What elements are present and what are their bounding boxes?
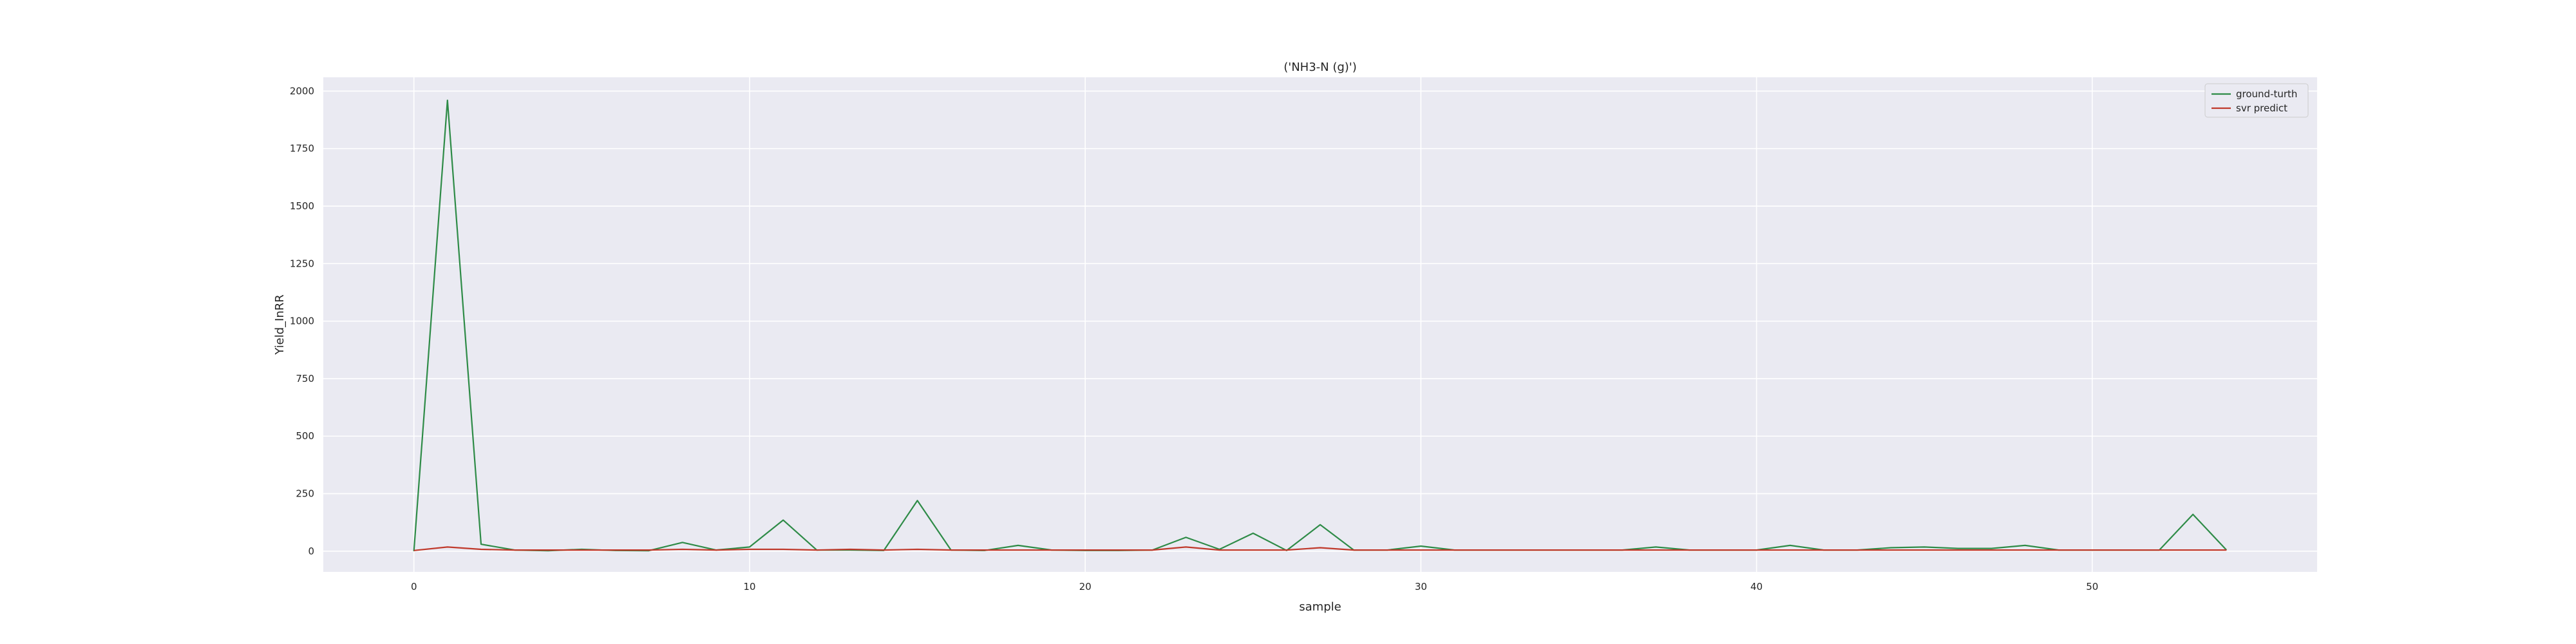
- x-tick-label: 40: [1750, 581, 1763, 592]
- x-tick-label: 10: [743, 581, 755, 592]
- y-tick-label: 0: [308, 545, 314, 557]
- y-tick-label: 1250: [290, 258, 314, 269]
- x-tick-label: 0: [411, 581, 417, 592]
- y-axis-ticks: 0 250 500 750 1000 1250 1500 1750 2000: [290, 85, 314, 556]
- legend: ground-turth svr predict: [2204, 83, 2309, 118]
- x-tick-label: 30: [1415, 581, 1427, 592]
- y-tick-label: 750: [296, 373, 314, 384]
- y-tick-label: 250: [296, 488, 314, 500]
- x-axis-ticks: 0 10 20 30 40 50: [411, 581, 2098, 592]
- y-tick-label: 2000: [290, 85, 314, 97]
- y-tick-label: 1750: [290, 143, 314, 155]
- legend-label-2: svr predict: [2236, 102, 2287, 114]
- legend-label-1: ground-turth: [2236, 88, 2297, 100]
- y-axis-label: Yield_InRR: [273, 294, 287, 355]
- series-layer: [413, 99, 2228, 552]
- y-tick-label: 1000: [290, 316, 314, 327]
- y-tick-label: 1500: [290, 200, 314, 212]
- plot-area: [323, 77, 2317, 572]
- chart-title: ('NH3-N (g)'): [1283, 61, 1357, 74]
- y-tick-label: 500: [296, 430, 314, 442]
- series-line-2: [413, 546, 2227, 551]
- grid: [323, 77, 2317, 572]
- x-tick-label: 50: [2086, 581, 2098, 592]
- x-tick-label: 20: [1079, 581, 1092, 592]
- x-axis-label: sample: [1299, 600, 1341, 614]
